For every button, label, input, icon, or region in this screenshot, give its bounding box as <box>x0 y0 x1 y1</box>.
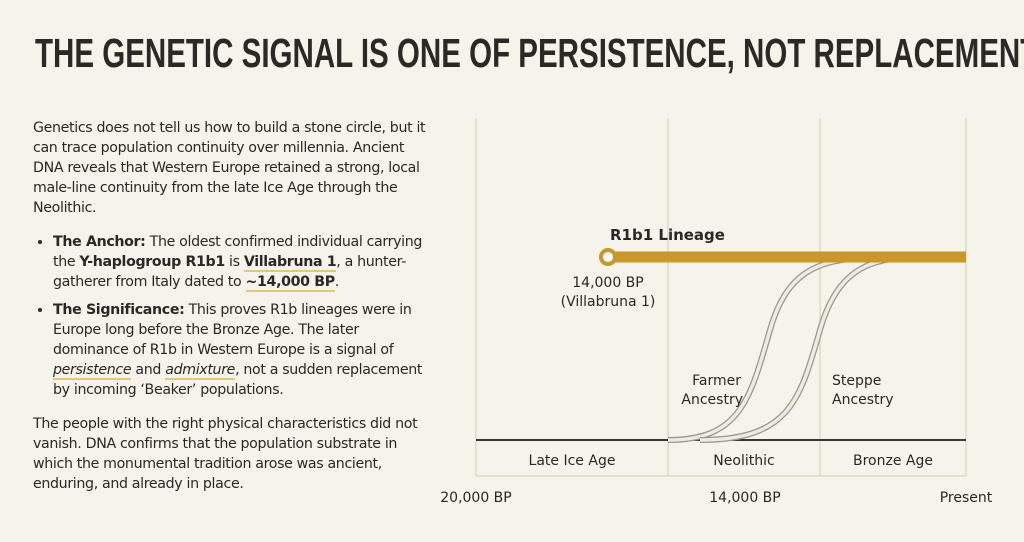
text: is <box>224 254 244 270</box>
intro-paragraph: Genetics does not tell us how to build a… <box>33 120 426 216</box>
body-text: Genetics does not tell us how to build a… <box>33 118 433 508</box>
text: This proves R1b lineages were in Europe … <box>53 302 412 358</box>
farmer-label-1: Farmer <box>692 373 741 389</box>
lineage-label: R1b1 Lineage <box>610 226 725 244</box>
page-title: THE GENETIC SIGNAL IS ONE OF PERSISTENCE… <box>35 30 1024 76</box>
haplogroup: Y-haplogroup R1b1 <box>79 254 225 270</box>
farmer-label-2: Ancestry <box>681 392 743 408</box>
origin-date: 14,000 BP <box>572 275 643 291</box>
text: , a hunter-gatherer from Italy dated to <box>53 254 406 290</box>
text: . <box>334 274 340 290</box>
tick-14000: 14,000 BP <box>709 490 780 506</box>
villabruna-highlight: Villabruna 1 <box>243 254 337 272</box>
persistence-highlight: persistence <box>53 362 132 380</box>
text: The oldest confirmed individual carrying… <box>53 234 423 270</box>
bullet-list: The Anchor: The oldest confirmed individ… <box>33 232 433 400</box>
bullet-label: The Anchor: <box>53 234 146 250</box>
bullet-label: The Significance: <box>53 302 185 318</box>
text: and <box>131 362 166 378</box>
steppe-label-2: Ancestry <box>832 392 894 408</box>
bullet-significance: The Significance: This proves R1b lineag… <box>53 300 433 400</box>
bullet-anchor: The Anchor: The oldest confirmed individ… <box>53 232 433 292</box>
period-late-ice-age: Late Ice Age <box>529 453 616 469</box>
admixture-highlight: admixture <box>165 362 236 380</box>
origin-marker <box>599 248 617 266</box>
period-neolithic: Neolithic <box>713 453 774 469</box>
date-highlight: ~14,000 BP <box>245 274 335 292</box>
origin-name: (Villabruna 1) <box>561 294 656 310</box>
text: , not a sudden replacement by incoming ‘… <box>53 362 423 398</box>
tick-20000: 20,000 BP <box>440 490 511 506</box>
conclusion-paragraph: The people with the right physical chara… <box>33 416 418 492</box>
steppe-label-1: Steppe <box>832 373 881 389</box>
period-bronze-age: Bronze Age <box>853 453 933 469</box>
tick-present: Present <box>940 490 993 506</box>
